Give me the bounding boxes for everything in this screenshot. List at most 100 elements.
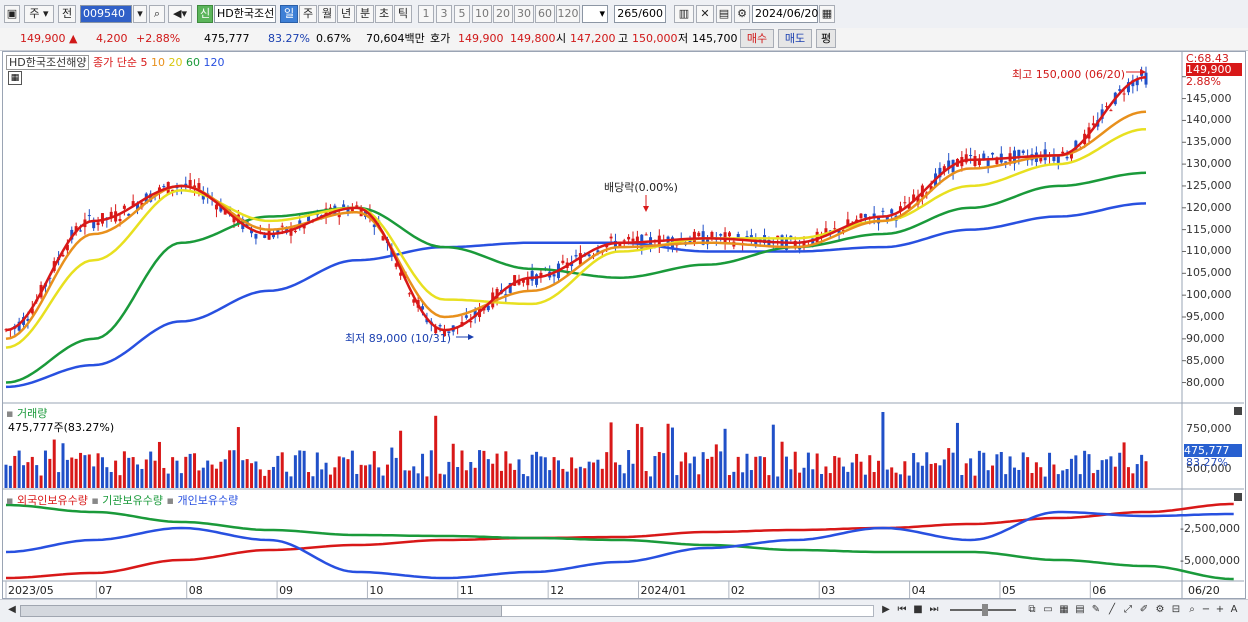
period-day[interactable]: 일	[280, 5, 298, 23]
volume-bar	[1008, 456, 1012, 488]
count-field[interactable]: 265/600	[614, 5, 666, 23]
candle-body	[399, 272, 403, 276]
interval-1[interactable]: 1	[418, 5, 434, 23]
stock-code-input[interactable]: 009540	[80, 5, 132, 23]
period-month[interactable]: 월	[318, 5, 336, 23]
scroll-left-icon[interactable]: ◀	[8, 604, 16, 615]
calculator-icon[interactable]: ▦	[8, 71, 22, 85]
candle-body	[276, 229, 280, 234]
volume-title-text: 거래량	[16, 407, 48, 420]
interval-5[interactable]: 5	[454, 5, 470, 23]
candle-body	[1144, 72, 1148, 85]
layout-icon[interactable]: ▦	[1059, 604, 1069, 615]
period-minute[interactable]: 분	[356, 5, 374, 23]
custom-interval-select[interactable]: ▾	[582, 5, 608, 23]
period-year[interactable]: 년	[337, 5, 355, 23]
scroll-right-icon[interactable]: ▶	[882, 604, 890, 615]
period-tick[interactable]: 틱	[394, 5, 412, 23]
volume-bar	[350, 450, 354, 488]
copy-icon[interactable]: ⧉	[1028, 604, 1036, 615]
price-value: 149,900	[20, 32, 66, 45]
holding-marker-1: ▪	[6, 494, 14, 507]
zoom-in-icon[interactable]: +	[1215, 604, 1225, 615]
volume-bar	[289, 476, 293, 488]
volume-bar	[635, 423, 639, 488]
line-tool-icon[interactable]: ╱	[1108, 604, 1116, 615]
price-tick-label: 105,000	[1186, 266, 1232, 280]
candle-body	[561, 260, 565, 264]
interval-120[interactable]: 120	[556, 5, 580, 23]
volume-value: 475,777	[204, 32, 250, 45]
volume-bar	[79, 452, 83, 488]
zoom-out-icon[interactable]: −	[1201, 604, 1211, 615]
interval-30[interactable]: 30	[514, 5, 534, 23]
holding-institution-label: 기관보유수량	[102, 494, 164, 507]
volume-tick-750k: 750,000	[1186, 422, 1232, 435]
candle-body	[271, 233, 275, 238]
volume-bar	[982, 452, 986, 488]
high-arrow-head	[1140, 69, 1146, 75]
sound-icon[interactable]: ◀▾	[168, 5, 192, 23]
candle-body	[486, 305, 490, 311]
chart-type-icon[interactable]: ▥	[674, 5, 694, 23]
interval-20[interactable]: 20	[493, 5, 513, 23]
eval-button[interactable]: 평	[816, 29, 836, 48]
candle-body	[574, 255, 578, 257]
chart-frame	[2, 51, 1246, 599]
scope-button[interactable]: 전	[58, 5, 76, 23]
pen-icon[interactable]: ✎	[1091, 604, 1101, 615]
rewind-icon[interactable]: ⏮	[897, 604, 907, 615]
calendar-icon[interactable]: ▦	[819, 5, 835, 23]
candle-body	[938, 167, 942, 178]
settings-small-icon[interactable]: ⚙	[1155, 604, 1165, 615]
buy-button[interactable]: 매수	[740, 29, 774, 48]
volume-bar	[670, 427, 674, 488]
trend-tool-icon[interactable]: ⤢	[1124, 604, 1132, 615]
auto-scale-icon[interactable]: A	[1230, 604, 1238, 615]
volume-bar	[122, 451, 126, 488]
code-dropdown-icon[interactable]: ▾	[133, 5, 147, 23]
volume-bar	[267, 469, 271, 488]
period-second[interactable]: 초	[375, 5, 393, 23]
volume-bar	[561, 468, 565, 488]
volume-bar	[1069, 458, 1073, 488]
volume-bar	[627, 450, 631, 488]
interval-3[interactable]: 3	[436, 5, 452, 23]
window-split-icon[interactable]: ▭	[1043, 604, 1053, 615]
magnify-icon[interactable]: ⌕	[1189, 604, 1195, 615]
market-select[interactable]: 주 ▾	[24, 5, 54, 23]
date-input[interactable]: 2024/06/20	[752, 5, 818, 23]
volume-bar	[39, 475, 43, 488]
volume-bar	[206, 460, 210, 488]
volume-bar	[495, 453, 499, 488]
window-icon[interactable]: ▣	[4, 5, 20, 23]
x-axis-label: 06	[1092, 584, 1107, 597]
interval-60[interactable]: 60	[535, 5, 555, 23]
search-icon[interactable]: ⌕	[149, 5, 165, 23]
candle-body	[1109, 110, 1113, 112]
draw-icon[interactable]: ✐	[1139, 604, 1149, 615]
gear-icon[interactable]: ⚙	[734, 5, 750, 23]
period-week[interactable]: 주	[299, 5, 317, 23]
volume-bar	[609, 422, 613, 488]
sell-button[interactable]: 매도	[778, 29, 812, 48]
volume-bar	[710, 456, 714, 488]
zoom-slider-handle[interactable]	[982, 604, 988, 616]
scrollbar-thumb[interactable]	[20, 605, 502, 617]
volume-bar	[434, 415, 438, 488]
volume-bar	[570, 457, 574, 488]
draw-tool-icon[interactable]: ✕	[696, 5, 714, 23]
ask-price: 149,900	[458, 32, 504, 45]
interval-10[interactable]: 10	[472, 5, 492, 23]
volume-bar	[543, 457, 547, 488]
ruler-icon[interactable]: ⊟	[1171, 604, 1181, 615]
fast-forward-icon[interactable]: ⏭	[929, 604, 939, 615]
volume-bar	[333, 467, 337, 488]
volume-bar	[118, 475, 122, 488]
stop-icon[interactable]: ■	[913, 604, 923, 615]
grid-icon[interactable]: ▤	[1075, 604, 1085, 615]
save-icon[interactable]: ▤	[716, 5, 732, 23]
count-max: /600	[638, 7, 663, 20]
volume-bar	[798, 472, 802, 488]
